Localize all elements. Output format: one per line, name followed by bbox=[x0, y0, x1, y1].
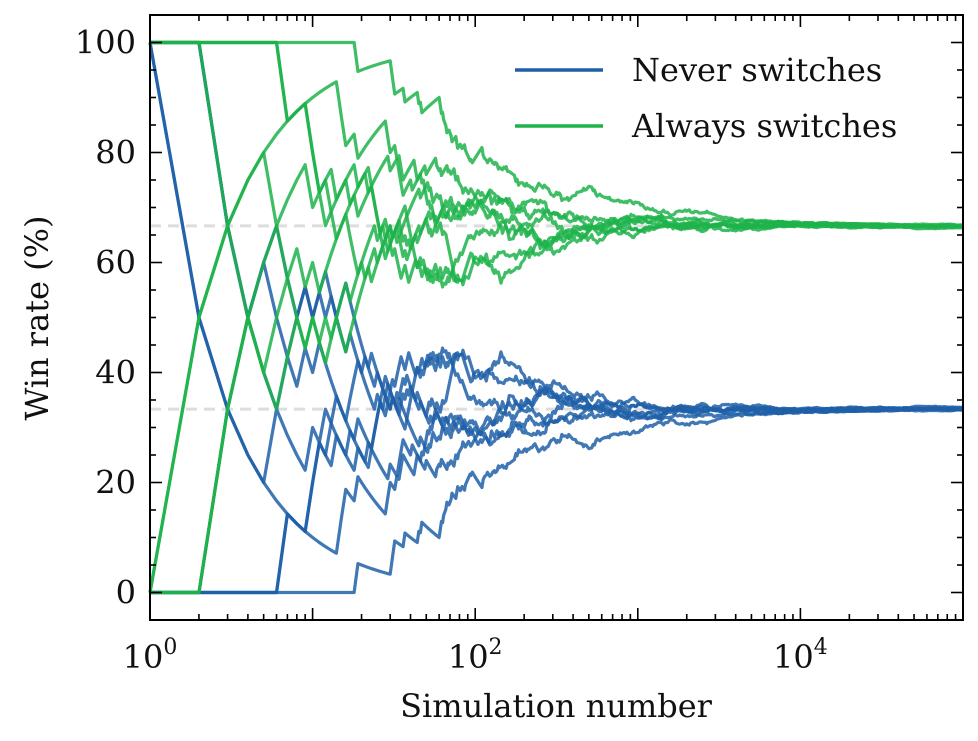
y-axis-label: Win rate (%) bbox=[18, 215, 56, 420]
y-tick-label-80: 80 bbox=[95, 134, 136, 172]
x-tick-label-1: 100 bbox=[123, 635, 178, 676]
y-tick-label-0: 0 bbox=[116, 574, 136, 612]
plot-frame bbox=[149, 14, 964, 621]
y-tick-label-40: 40 bbox=[95, 354, 136, 392]
legend-label-always: Always switches bbox=[631, 107, 897, 145]
tick-labels: 0 20 40 60 80 100 100 102 104 bbox=[75, 24, 828, 677]
y-tick-label-20: 20 bbox=[95, 464, 136, 502]
line-never-switches-run-7 bbox=[148, 42, 964, 485]
line-always-switches-run-8 bbox=[150, 188, 964, 595]
y-tick-label-60: 60 bbox=[95, 244, 136, 282]
series-never-switches bbox=[148, 40, 964, 595]
y-tick-label-100: 100 bbox=[75, 24, 136, 62]
series-always-switches bbox=[148, 40, 964, 595]
line-never-switches-run-8 bbox=[150, 40, 964, 447]
x-axis-label: Simulation number bbox=[400, 687, 713, 725]
x-tick-label-100: 102 bbox=[448, 635, 503, 676]
legend-label-never: Never switches bbox=[632, 51, 882, 89]
x-tick-label-10000: 104 bbox=[773, 635, 828, 676]
line-always-switches-run-7 bbox=[148, 150, 964, 593]
legend: Never switches Always switches bbox=[515, 51, 897, 145]
